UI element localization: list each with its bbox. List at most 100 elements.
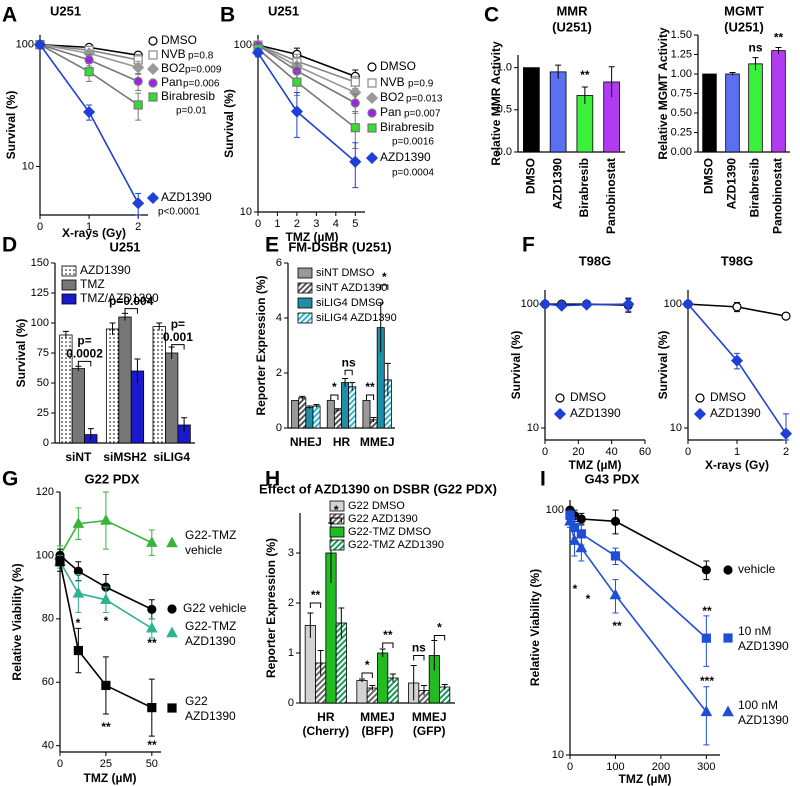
data-point [779, 427, 793, 440]
legend-marker [555, 393, 565, 403]
bracket [171, 344, 185, 350]
data-point [73, 645, 83, 656]
annotation: 0.0002 [66, 347, 103, 361]
panel-letter: A [2, 4, 17, 27]
y-tick-label: 3 [288, 547, 294, 559]
y-axis-label: Relative MMR Activity [489, 41, 503, 166]
error-bar [334, 408, 341, 412]
y-tick-label: 2 [288, 597, 294, 609]
legend-marker [148, 50, 158, 60]
legend-marker [167, 604, 177, 614]
error-bar [317, 650, 324, 676]
bar [356, 680, 368, 704]
chart-title: U251 [109, 239, 140, 254]
bracket [361, 672, 373, 678]
annotation: ns [412, 641, 426, 655]
data-point [33, 38, 47, 51]
p-value: p=0.8 [188, 51, 214, 62]
y-tick-label: 75 [37, 347, 49, 359]
chart-title: T98G [579, 253, 612, 268]
annotation: ** [774, 31, 784, 45]
y-tick-label: 100 [521, 298, 539, 310]
legend-label: DMSO [161, 33, 197, 47]
error-bar [370, 417, 377, 422]
bar [105, 328, 120, 444]
y-tick-label: 0.00 [671, 146, 692, 158]
y-tick-label: 0.75 [671, 87, 692, 99]
legend-marker [148, 78, 158, 88]
chart-title: T98G [721, 253, 754, 268]
legend-label: G22-TMZ [185, 619, 236, 633]
annotation: p= [77, 334, 91, 348]
y-tick-label: 0.50 [671, 107, 692, 119]
y-tick-label: 2 [276, 367, 282, 379]
legend-label: siLIG4 DMSO [316, 297, 384, 309]
x-tick-label: MMEJ [360, 435, 395, 449]
y-axis-label: Relative MGMT Activity [656, 27, 670, 160]
data-point [732, 302, 742, 312]
chart-subtitle: (U251) [552, 19, 592, 34]
legend-marker [146, 62, 160, 76]
data-point [730, 354, 744, 367]
error-bar [109, 322, 116, 335]
data-point [55, 557, 65, 567]
annotation: ns [748, 41, 762, 55]
x-tick-label: Birabresib [748, 158, 762, 217]
x-tick-label: 1 [274, 218, 280, 230]
y-tick-label: 0 [288, 697, 294, 709]
error-bar [555, 64, 562, 79]
legend-label: AZD1390 [80, 263, 131, 277]
p-value: p=0.01 [176, 106, 207, 117]
error-bar [775, 46, 782, 54]
annotation: * [437, 621, 442, 635]
bar [725, 73, 740, 153]
bracket [344, 369, 353, 376]
x-tick-label: 3 [313, 218, 319, 230]
chart-title: FM-DSBR (U251) [288, 239, 391, 254]
y-axis-label: Reporter Expression (%) [264, 538, 278, 678]
y-tick-label: 0.25 [671, 126, 692, 138]
data-point [84, 55, 94, 65]
data-point [101, 680, 111, 691]
annotation: ** [580, 68, 590, 82]
bracket [330, 394, 339, 400]
x-tick-label: 1 [86, 221, 92, 233]
legend-marker [723, 565, 733, 575]
panel-letter: G [2, 468, 18, 491]
legend-label: G22 AZD1390 [348, 513, 418, 525]
data-point [681, 298, 695, 311]
legend-marker [148, 92, 158, 102]
legend-swatch [61, 279, 77, 291]
x-tick-label: 200 [652, 761, 670, 773]
legend-swatch [297, 282, 313, 294]
x-axis-label: TMZ (µM) [619, 772, 672, 786]
legend-label: vehicle [185, 543, 223, 557]
y-tick-label: 1.0 [497, 62, 512, 74]
annotation: ** [101, 720, 111, 734]
y-axis-label: Survival (%) [656, 331, 670, 400]
data-point [133, 76, 143, 86]
y-axis-label: Relative Viability (%) [528, 569, 542, 686]
y-axis-label: Relative Viability (%) [10, 563, 24, 680]
y-axis-label: Survival (%) [509, 331, 523, 400]
error-bar [729, 71, 736, 76]
panel-letter: H [265, 468, 280, 491]
data-point [72, 517, 85, 528]
x-tick-label: 0 [567, 761, 573, 773]
data-point [580, 298, 593, 311]
chart-title: MMR [556, 3, 588, 18]
p-value: p<0.0001 [158, 207, 200, 218]
legend-label: G22-TMZ AZD1390 [348, 539, 444, 551]
y-tick-label: 100 [31, 317, 49, 329]
data-point [564, 514, 576, 526]
annotation: p= [171, 317, 185, 331]
x-tick-label: MMEJ [360, 710, 395, 724]
panel-letter: E [265, 234, 279, 257]
legend-label: AZD1390 [185, 634, 236, 648]
bar [291, 400, 300, 429]
bar [152, 326, 166, 444]
annotation: * [573, 582, 578, 596]
annotation: * [586, 592, 591, 606]
legend-label: AZD1390 [710, 406, 761, 420]
x-tick-label: 0 [37, 221, 43, 233]
